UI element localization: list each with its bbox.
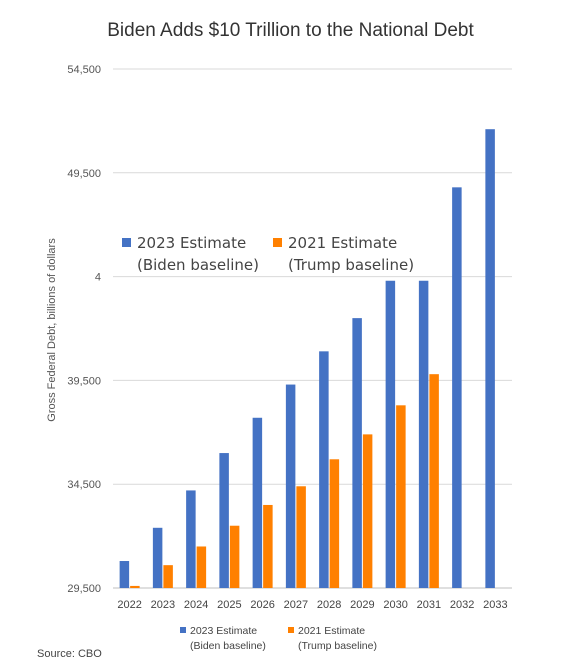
bar-2021-estimate [329,459,340,588]
y-tick-labels: 29,500 34,500 39,500 49,500 54,500 4 [67,64,101,595]
y-tick-label: 54,500 [67,64,101,76]
legend-inset-series-2: 2021 Estimate (Trump baseline) [273,232,414,276]
legend-inset-series-1-line2: (Biden baseline) [137,256,260,274]
bar-2021-estimate [296,486,306,588]
legend-inset-series-1: 2023 Estimate (Biden baseline) [122,232,259,276]
bar-2023-estimate [319,351,329,588]
legend-inset-series-1-line1: 2023 Estimate [137,234,247,252]
bar-2023-estimate [485,129,495,589]
legend-bottom-series-2: 2021 Estimate (Trump baseline) [288,624,377,654]
bar-2023-estimate [252,417,263,588]
x-tick-label: 2033 [483,599,507,611]
y-tick-label: 49,500 [67,168,101,180]
bar-2021-estimate [362,434,373,588]
x-tick-label: 2022 [117,599,141,611]
bar-2023-estimate [152,527,163,588]
legend-bottom-series-1: 2023 Estimate (Biden baseline) [180,624,266,654]
bar-2021-estimate [196,546,207,588]
y-axis-label: Gross Federal Debt, billions of dollars [46,238,58,422]
bars [119,129,495,589]
x-tick-label: 2026 [250,599,274,611]
y-tick-label: 34,500 [67,479,101,491]
legend-swatch-orange [273,238,282,247]
x-tick-label: 2024 [184,599,208,611]
x-tick-label: 2030 [383,599,407,611]
gridlines [113,68,512,589]
bar-2021-estimate [429,374,439,588]
legend-inset-series-2-line2: (Trump baseline) [288,256,415,274]
bar-2021-estimate [163,565,173,588]
x-tick-label: 2027 [284,599,308,611]
bar-2021-estimate [229,525,240,588]
x-tick-label: 2029 [350,599,374,611]
legend-bottom-series-1-line1: 2023 Estimate [190,625,258,637]
bar-2023-estimate [285,384,296,588]
x-tick-label: 2028 [317,599,341,611]
bar-2021-estimate [130,585,140,588]
bar-2023-estimate [219,453,229,588]
legend-bottom-swatch-orange [288,627,294,633]
legend-inset-series-2-line1: 2021 Estimate [288,234,398,252]
bar-2021-estimate [263,504,273,588]
y-tick-label: 29,500 [67,583,101,595]
bar-2023-estimate [385,280,396,588]
legend-swatch-blue [122,238,131,247]
bar-2023-estimate [418,280,429,588]
legend-inset: 2023 Estimate (Biden baseline) [122,232,259,276]
x-tick-label: 2032 [450,599,474,611]
chart-title: Biden Adds $10 Trillion to the National … [107,20,474,41]
bar-2023-estimate [352,318,362,588]
x-tick-labels: 2022 2023 2024 2025 2026 2027 2028 2029 2030 2031… [117,599,507,611]
legend-bottom-series-2-line2: (Trump baseline) [298,640,377,652]
bar-2023-estimate [119,561,130,588]
bar-2021-estimate [396,405,406,588]
bar-2023-estimate [186,490,196,588]
bar-2023-estimate [452,187,462,588]
legend-bottom-swatch-blue [180,627,186,633]
legend-bottom-series-1-line2: (Biden baseline) [190,640,266,652]
x-tick-label: 2031 [417,599,441,611]
x-tick-label: 2025 [217,599,241,611]
y-tick-label-partial: 4 [95,272,101,284]
x-tick-label: 2023 [151,599,175,611]
y-tick-label: 39,500 [67,375,101,387]
legend-inset-2: 2021 Estimate (Trump baseline) [273,232,414,276]
legend-bottom-series-2-line1: 2021 Estimate [298,625,366,637]
source-note: Source: CBO [37,648,102,660]
